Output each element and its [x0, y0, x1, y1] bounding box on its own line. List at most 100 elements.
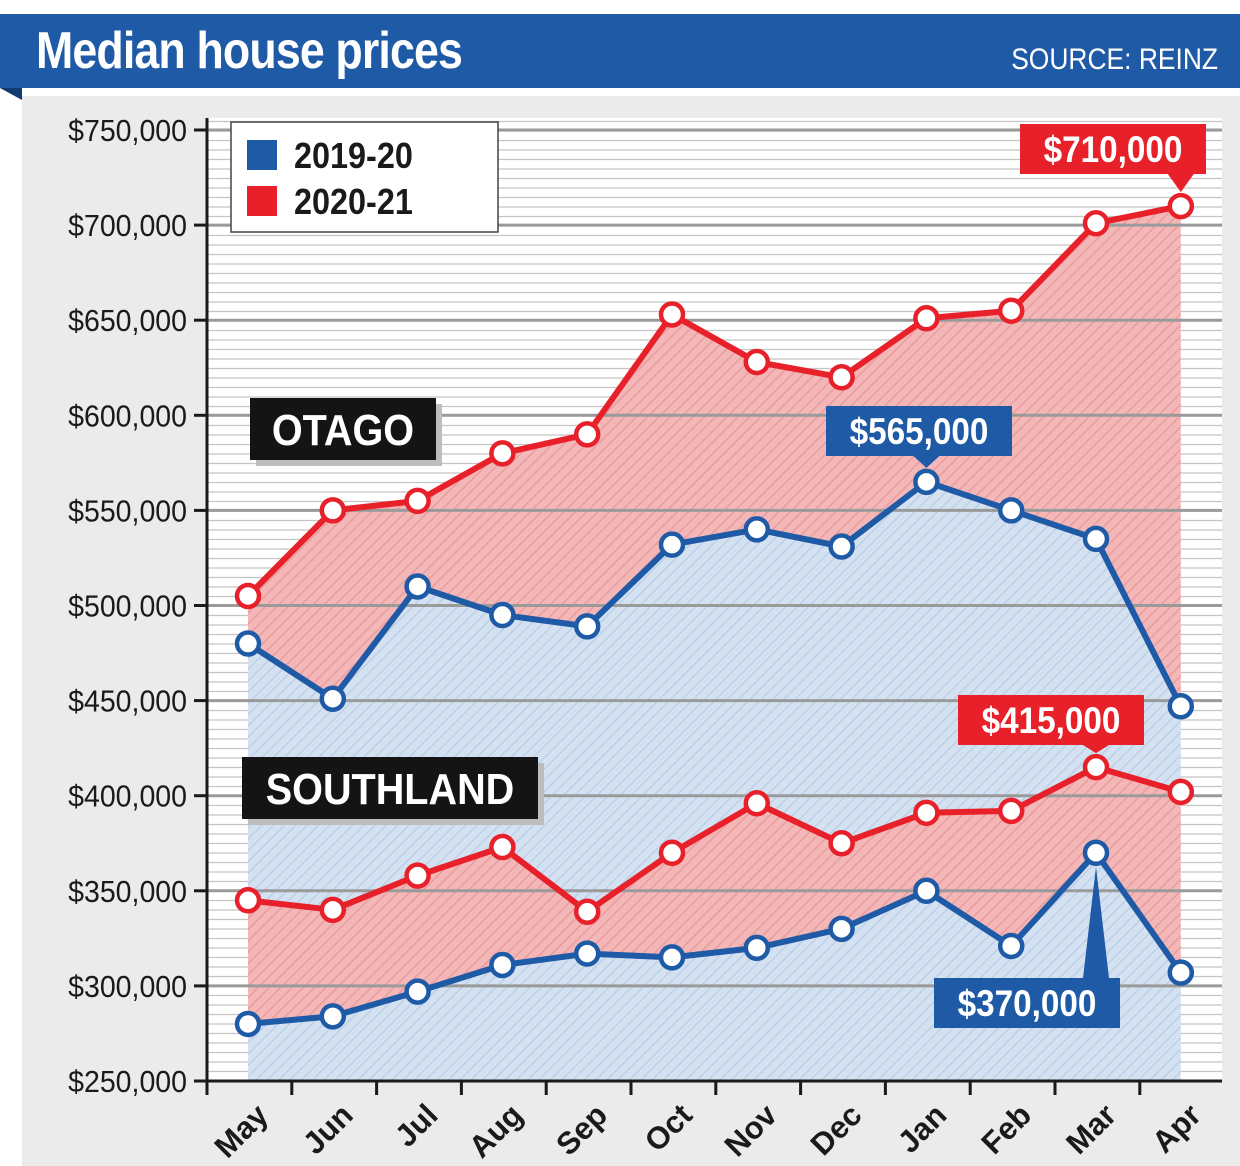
series-otago-2019-20-point	[404, 573, 431, 600]
legend-label: 2019-20	[294, 136, 413, 176]
series-southland-2019-20-point	[1082, 839, 1110, 867]
x-tick-label: Dec	[804, 1097, 869, 1162]
callout-label: $710,000	[1044, 129, 1183, 170]
region-label-text: OTAGO	[272, 405, 414, 454]
legend-label: 2020-21	[294, 182, 413, 222]
series-otago-2020-21-point	[489, 440, 516, 467]
series-southland-2020-21-point	[1167, 778, 1195, 806]
series-otago-2020-21-point	[319, 497, 347, 524]
callout-box	[934, 978, 1120, 1028]
region-label-box	[250, 398, 436, 460]
header-bar	[0, 14, 1240, 88]
x-tick-label: Feb	[974, 1097, 1038, 1161]
x-tick-label: Jan	[891, 1097, 954, 1160]
x-tick-label: Jun	[296, 1097, 360, 1161]
series-otago-2019-20-point	[573, 613, 601, 640]
series-otago-2020-21-point	[828, 364, 855, 391]
series-southland-2020-21-point	[404, 862, 431, 889]
series-southland-2019-20-point	[319, 1003, 347, 1030]
series-otago-2019-20-line	[246, 478, 1184, 708]
area-fill-southland-red	[248, 767, 1181, 1024]
page-title: Median house prices	[36, 22, 463, 80]
source-credit: SOURCE: REINZ	[1011, 43, 1218, 76]
series-otago-2020-21-line	[245, 203, 1182, 599]
series-otago-2019-20-point	[743, 516, 771, 543]
legend-swatch	[247, 186, 277, 216]
series-otago-2020-21-point	[234, 582, 262, 610]
y-tick-label: $300,000	[68, 970, 187, 1004]
x-tick-label: Jul	[388, 1097, 444, 1153]
callout-pointer	[913, 456, 940, 468]
y-tick-label: $450,000	[68, 685, 187, 719]
series-otago-2020-21-point	[997, 297, 1025, 324]
series-southland-2019-20-point	[489, 951, 516, 979]
series-otago-2020-21-point	[1167, 192, 1195, 220]
series-southland-2020-21-line	[247, 764, 1182, 915]
series-southland-2020-21-point	[913, 799, 940, 827]
series-otago-2020-21-point	[573, 421, 601, 448]
x-tick-label: Mar	[1059, 1097, 1123, 1161]
region-label-box	[242, 757, 538, 819]
series-otago-2020-21-point	[1082, 209, 1110, 237]
series-southland-2020-21-point	[234, 887, 262, 914]
series-otago-2019-20-point	[913, 468, 940, 496]
series-southland-2019-20-point	[1167, 959, 1195, 986]
x-axis: May Jun Jul Aug Sep Oct Nov Dec Jan Feb Mar Apr	[205, 1081, 1208, 1165]
y-tick-label: $250,000	[68, 1065, 187, 1099]
x-tick-label: Nov	[718, 1097, 785, 1164]
y-tick-label: $350,000	[68, 875, 187, 909]
x-tick-label: Sep	[549, 1097, 614, 1162]
value-callout: $415,000	[958, 695, 1144, 754]
series-otago-2019-20-point	[1167, 693, 1195, 720]
callout-label: $415,000	[982, 700, 1121, 741]
series-otago-2020-21-point	[404, 487, 431, 515]
y-tick-label: $600,000	[68, 399, 187, 433]
legend: 2019-20 2020-21	[230, 121, 499, 233]
series-otago-2019-20-point	[489, 601, 516, 629]
y-tick-label: $550,000	[68, 494, 187, 528]
y-tick-label: $500,000	[68, 589, 187, 623]
series-otago-2019-20-point	[658, 531, 686, 558]
region-label-otago: OTAGO	[250, 398, 442, 466]
callout-box	[958, 695, 1144, 745]
series-otago-2020-21-point	[658, 301, 686, 328]
series-southland-2020-21-point	[573, 898, 601, 925]
series-southland-2019-20-point	[997, 932, 1025, 960]
series-southland-2019-20-point	[913, 877, 940, 905]
series-southland-2020-21-point	[1082, 753, 1110, 781]
series-southland-2019-20-point	[573, 940, 601, 967]
value-callout: $370,000	[934, 866, 1120, 1028]
y-tick-label: $400,000	[68, 780, 187, 814]
series-otago-2019-20-point	[828, 533, 855, 560]
callout-label: $370,000	[958, 983, 1097, 1024]
y-tick-label: $700,000	[68, 209, 187, 243]
header-fold	[0, 88, 22, 100]
area-fill-otago-red	[248, 206, 1181, 707]
callout-label: $565,000	[850, 411, 989, 452]
series-southland-2020-21-point	[658, 839, 686, 867]
x-tick-label: May	[208, 1097, 276, 1165]
value-callout: $710,000	[1020, 124, 1206, 193]
callout-pointer	[1083, 745, 1109, 754]
series-southland-2020-21-point	[997, 797, 1025, 825]
series-otago-2020-21-point	[743, 348, 771, 376]
series-southland-2020-21-point	[319, 896, 347, 924]
series-southland-2020-21-point	[743, 790, 771, 817]
y-tick-label: $650,000	[68, 304, 187, 338]
series-southland-2019-20-point	[234, 1010, 262, 1038]
series-southland-2019-20-point	[404, 978, 431, 1005]
x-tick-label: Oct	[638, 1097, 699, 1158]
x-tick-label: Apr	[1145, 1097, 1208, 1160]
callout-box	[826, 406, 1012, 456]
region-label-text: SOUTHLAND	[266, 764, 515, 813]
value-callout: $565,000	[826, 406, 1012, 468]
series-otago-2019-20-point	[1082, 525, 1110, 553]
series-otago-2019-20-point	[997, 497, 1025, 524]
callout-pointer	[1167, 174, 1194, 193]
series-otago-2020-21-point	[913, 305, 940, 332]
series-otago-2019-20-point	[319, 685, 347, 712]
legend-swatch	[247, 140, 277, 170]
callout-pointer	[1083, 866, 1109, 978]
series-southland-2019-20-point	[658, 944, 686, 971]
